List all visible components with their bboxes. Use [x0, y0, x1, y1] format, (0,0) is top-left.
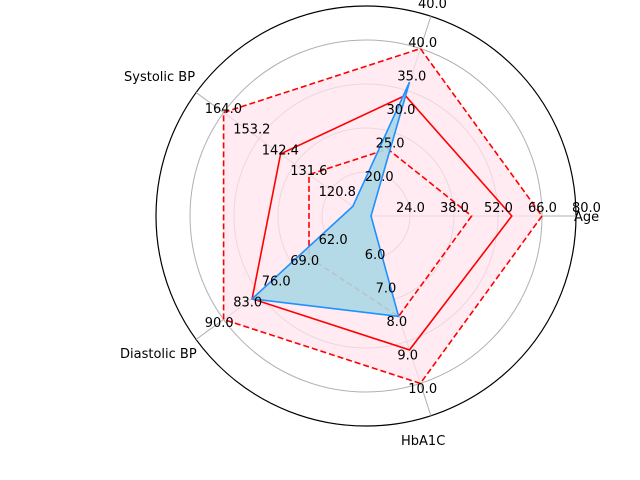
- series-layer: [222, 47, 543, 385]
- axis-label: Age: [574, 210, 599, 225]
- series-polygon: [251, 94, 513, 351]
- tick-label: 25.0: [376, 136, 405, 151]
- tick-label: 120.8: [319, 185, 356, 200]
- tick-label: 40.0: [408, 36, 437, 51]
- tick-label: 153.2: [233, 123, 270, 138]
- tick-label: 76.0: [262, 275, 291, 290]
- tick-label: 10.0: [408, 382, 437, 397]
- tick-label: 7.0: [376, 282, 397, 297]
- tick-label: 142.4: [262, 143, 299, 158]
- tick-label: 80.0: [572, 201, 601, 216]
- tick-label: 52.0: [484, 201, 513, 216]
- tick-label: 69.0: [290, 254, 319, 269]
- axis-label: HbA1C: [401, 434, 445, 449]
- tick-label: 164.0: [205, 102, 242, 117]
- tick-label: 83.0: [233, 295, 262, 310]
- tick-label: 8.0: [386, 315, 407, 330]
- tick-label: 20.0: [365, 170, 394, 185]
- series-polygon: [250, 81, 411, 318]
- axis-label: Diastolic BP: [120, 347, 197, 362]
- series-polygon: [222, 47, 543, 385]
- tick-label: 38.0: [440, 201, 469, 216]
- axis-label: Systolic BP: [124, 70, 195, 85]
- tick-label: 6.0: [365, 248, 386, 263]
- series-polygon: [308, 148, 473, 318]
- tick-label: 30.0: [386, 103, 415, 118]
- tick-label: 24.0: [396, 201, 425, 216]
- tick-label: 9.0: [397, 349, 418, 364]
- top-tick-label: 40.0: [418, 0, 447, 12]
- tick-label: 62.0: [319, 233, 348, 248]
- labels-layer: 24.0 38.0 52.0 66.0 80.0 6.0 7.0 8.0 9.0 10.0 62.0…: [120, 0, 601, 449]
- tick-label: 66.0: [528, 201, 557, 216]
- tick-label: 35.0: [397, 69, 426, 84]
- tick-label: 90.0: [205, 316, 234, 331]
- tick-label: 131.6: [290, 164, 327, 179]
